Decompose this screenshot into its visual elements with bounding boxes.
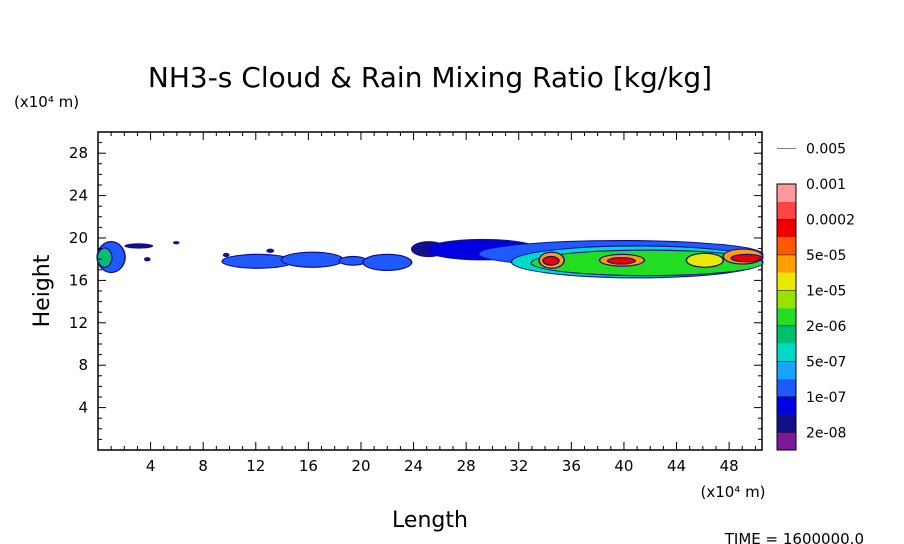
colorbar-label: 0.005 [806, 142, 846, 158]
contour-region [222, 252, 230, 258]
colorbar-label: 2e-06 [806, 319, 846, 335]
x-tick-label: 8 [198, 457, 208, 475]
colorbar-label: 1e-05 [806, 283, 846, 299]
contour-region [363, 254, 411, 270]
x-tick-label: 24 [404, 457, 423, 475]
y-tick-label: 12 [69, 314, 88, 332]
y-tick-label: 4 [78, 399, 88, 417]
colorbar-label: 5e-05 [806, 248, 846, 264]
x-axis: 4 8 12 16 20 24 28 32 36 40 44 48 [110, 132, 756, 475]
x-tick-label: 40 [614, 457, 633, 475]
contour-region [687, 253, 723, 267]
contour-region [222, 254, 293, 268]
contour-region [608, 258, 635, 264]
contour-region [266, 248, 275, 253]
x-tick-label: 12 [246, 457, 265, 475]
colorbar-swatch [777, 325, 796, 344]
x-tick-label: 44 [667, 457, 686, 475]
y-tick-label: 16 [69, 271, 88, 289]
y-tick-label: 24 [69, 187, 88, 205]
chart-title: NH3-s Cloud & Rain Mixing Ratio [kg/kg] [148, 61, 712, 94]
contour-region [124, 243, 154, 249]
plot-area [96, 238, 764, 279]
colorbar-swatch [777, 379, 796, 397]
x-tick-label: 28 [457, 457, 476, 475]
y-tick-label: 28 [69, 144, 88, 162]
colorbar-swatch [777, 343, 796, 362]
contour-region [543, 257, 559, 265]
colorbar-label: 0.001 [806, 177, 846, 193]
y-axis-label: Height [30, 254, 55, 327]
contour-region [98, 248, 112, 267]
colorbar-swatch [777, 432, 796, 450]
x-tick-label: 36 [562, 457, 581, 475]
y-tick-label: 8 [78, 356, 88, 374]
contour-region [282, 252, 343, 267]
x-tick-label: 4 [146, 457, 156, 475]
colorbar-swatch [777, 254, 796, 273]
colorbar-swatch [777, 361, 796, 380]
colorbar-swatch [777, 414, 796, 433]
colorbar: 2e-08 1e-07 5e-07 2e-06 1e-05 5e-05 0.0002 0.00… [776, 142, 855, 451]
plot-frame [97, 131, 763, 451]
y-unit-label: (x10⁴ m) [14, 93, 79, 111]
y-axis: 4 8 12 16 20 24 28 [69, 142, 762, 440]
colorbar-swatch [777, 237, 796, 255]
y-tick-label: 20 [69, 229, 88, 247]
x-tick-label: 16 [299, 457, 318, 475]
x-axis-label: Length [392, 508, 468, 533]
x-tick-label: 20 [351, 457, 370, 475]
colorbar-swatch [777, 219, 796, 238]
x-tick-label: 48 [720, 457, 739, 475]
contour-region [172, 241, 180, 245]
colorbar-label: 0.0002 [806, 212, 855, 228]
contour-region [339, 257, 367, 265]
colorbar-label: 2e-08 [806, 425, 846, 441]
colorbar-label: 5e-07 [806, 354, 846, 370]
colorbar-swatch [777, 290, 796, 309]
colorbar-swatch [777, 396, 796, 415]
x-unit-label: (x10⁴ m) [700, 483, 765, 501]
colorbar-label: 1e-07 [806, 390, 846, 406]
x-tick-label: 32 [509, 457, 528, 475]
contour-region [731, 254, 762, 262]
time-footer: TIME = 1600000.0 [724, 530, 864, 544]
colorbar-swatch [777, 308, 796, 326]
colorbar-swatch [777, 184, 796, 202]
contour-region [144, 257, 151, 262]
colorbar-swatch [777, 201, 796, 220]
colorbar-swatch [777, 272, 796, 291]
